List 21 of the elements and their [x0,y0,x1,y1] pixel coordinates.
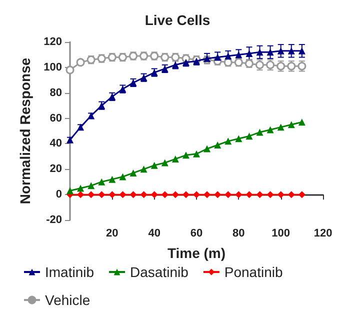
legend-label: Imatinib [45,264,94,280]
x-tick-label: 120 [314,228,332,240]
y-tick-label: 100 [44,61,62,74]
y-tick-label: -20 [46,214,62,226]
x-tick-label: 40 [148,228,160,240]
legend-label: Vehicle [45,292,90,308]
y-tick-label: 60 [50,112,62,124]
y-tick-label: 80 [50,86,62,99]
y-tick-label: 0 [56,188,62,201]
y-tick-label: 20 [50,163,62,176]
x-tick-label: 80 [232,228,245,240]
x-tick-label: 20 [106,228,118,240]
x-axis-title: Time (m) [167,245,226,261]
y-tick-label: 120 [44,36,62,48]
legend-label: Dasatinib [130,264,189,280]
x-tick-label: 100 [272,228,290,240]
x-tick-label: 60 [190,228,203,240]
y-tick-label: 40 [50,138,62,150]
legend-label: Ponatinib [224,264,283,280]
chart-title: Live Cells [144,12,210,28]
y-axis-title: Normalized Response [17,58,33,204]
